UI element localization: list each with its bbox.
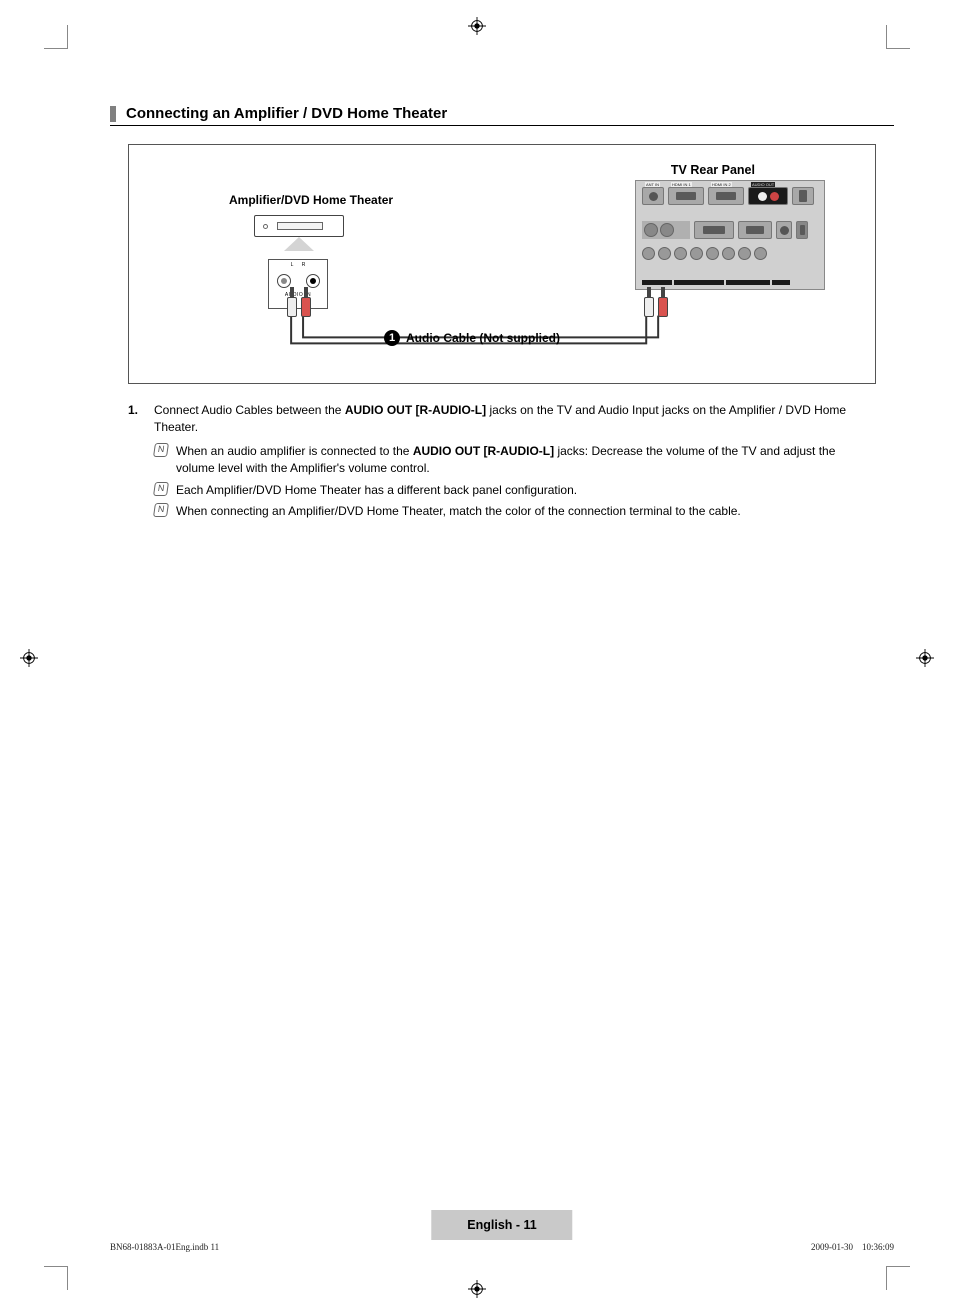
crop-mark-br bbox=[886, 1266, 910, 1290]
step-text-pre: Connect Audio Cables between the bbox=[154, 403, 345, 417]
note-icon: N bbox=[153, 443, 169, 457]
rca-plug-red-right bbox=[656, 287, 670, 321]
tv-rear-panel-illustration: ANT IN HDMI IN 1 HDMI IN 2 AUDIO OUT bbox=[635, 180, 825, 290]
amp-body bbox=[254, 215, 344, 237]
step-body: Connect Audio Cables between the AUDIO O… bbox=[154, 402, 876, 437]
registration-mark-right bbox=[916, 649, 934, 667]
footer-timestamp: 2009-01-30 10:36:09 bbox=[811, 1242, 894, 1252]
page-frame: Connecting an Amplifier / DVD Home Theat… bbox=[50, 25, 904, 1290]
step-text-bold: AUDIO OUT [R-AUDIO-L] bbox=[345, 403, 486, 417]
rca-plug-white-left bbox=[285, 287, 299, 321]
note-item: N Each Amplifier/DVD Home Theater has a … bbox=[154, 482, 876, 499]
footer-filename: BN68-01883A-01Eng.indb 11 bbox=[110, 1242, 219, 1252]
registration-mark-top bbox=[468, 17, 486, 35]
crop-mark-tr bbox=[886, 25, 910, 49]
amplifier-label: Amplifier/DVD Home Theater bbox=[229, 193, 393, 207]
note-text: When connecting an Amplifier/DVD Home Th… bbox=[176, 503, 741, 520]
section-heading: Connecting an Amplifier / DVD Home Theat… bbox=[110, 105, 894, 126]
instruction-text: 1. Connect Audio Cables between the AUDI… bbox=[128, 402, 876, 520]
cable-number-badge: 1 bbox=[384, 330, 400, 346]
step-number: 1. bbox=[128, 402, 146, 437]
note-item: N When an audio amplifier is connected t… bbox=[154, 443, 876, 478]
rca-plug-red-left bbox=[299, 287, 313, 321]
registration-mark-left bbox=[20, 649, 38, 667]
cable-callout-text: Audio Cable (Not supplied) bbox=[406, 331, 560, 345]
note-item: N When connecting an Amplifier/DVD Home … bbox=[154, 503, 876, 520]
crop-mark-tl bbox=[44, 25, 68, 49]
registration-mark-bottom bbox=[468, 1280, 486, 1298]
note-icon: N bbox=[153, 503, 169, 517]
notes-list: N When an audio amplifier is connected t… bbox=[154, 443, 876, 521]
connection-diagram: Amplifier/DVD Home Theater TV Rear Panel… bbox=[128, 144, 876, 384]
note-text: Each Amplifier/DVD Home Theater has a di… bbox=[176, 482, 577, 499]
heading-accent-bar bbox=[110, 106, 116, 122]
note-icon: N bbox=[153, 482, 169, 496]
page-number-footer: English - 11 bbox=[431, 1210, 572, 1240]
heading-text: Connecting an Amplifier / DVD Home Theat… bbox=[126, 105, 447, 122]
page-content: Connecting an Amplifier / DVD Home Theat… bbox=[110, 105, 894, 1250]
rca-plug-white-right bbox=[642, 287, 656, 321]
crop-mark-bl bbox=[44, 1266, 68, 1290]
note-text: When an audio amplifier is connected to … bbox=[176, 443, 876, 478]
cable-callout: 1 Audio Cable (Not supplied) bbox=[384, 330, 560, 346]
tv-panel-label: TV Rear Panel bbox=[671, 163, 755, 177]
